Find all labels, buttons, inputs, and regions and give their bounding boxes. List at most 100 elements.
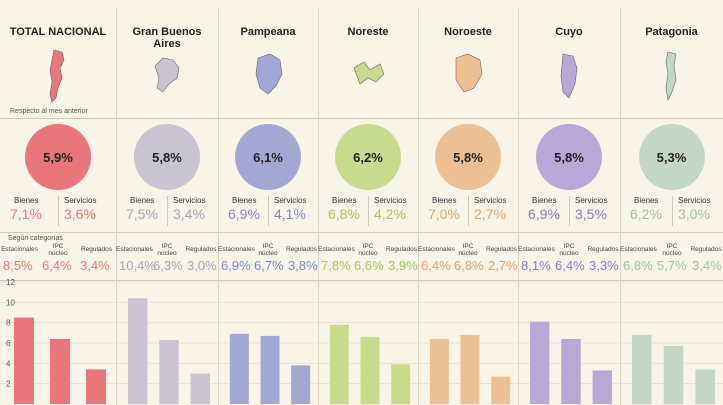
ipc-nucleo-label: IPC núcleo xyxy=(559,243,579,257)
region-name: Cuyo xyxy=(555,26,583,38)
bar-estacionales xyxy=(14,317,34,404)
ipc-nucleo-label: IPC núcleo xyxy=(157,243,177,257)
region-name: Gran Buenos Aires xyxy=(132,26,202,50)
bienes-value: 7,1% xyxy=(10,206,42,222)
monthly-change-circle: 5,3% xyxy=(638,124,705,190)
bienes-value: 6,2% xyxy=(630,206,662,222)
ipc-nucleo-value: 6,6% xyxy=(354,258,384,273)
y-tick-label: 12 xyxy=(6,278,15,287)
region-column: TOTAL NACIONAL 5,9% Bienes Servicios 7,1% 3,6… xyxy=(0,0,116,405)
monthly-change-circle: 6,1% xyxy=(235,124,301,190)
servicios-value: 4,2% xyxy=(374,206,406,222)
bar-regulados xyxy=(592,370,613,404)
ipc-nucleo-value: 6,4% xyxy=(555,258,585,273)
monthly-change-circle: 5,8% xyxy=(134,124,200,190)
bienes-servicios-divider xyxy=(468,196,469,226)
regulados-value: 2,7% xyxy=(488,258,518,273)
regulados-label: Regulados xyxy=(587,246,619,253)
regulados-label: Regulados xyxy=(285,246,318,253)
bienes-servicios-divider xyxy=(672,196,673,226)
bienes-value: 7,5% xyxy=(126,206,158,222)
servicios-value: 4,1% xyxy=(274,206,306,222)
estacionales-label: Estacionales xyxy=(620,246,657,253)
monthly-change-circle: 5,8% xyxy=(435,124,501,190)
estacionales-value: 8,1% xyxy=(521,258,551,273)
bar-ipc-nucleo xyxy=(663,346,684,404)
estacionales-value: 6,8% xyxy=(623,258,653,273)
ipc-nucleo-label: IPC núcleo xyxy=(358,243,378,257)
y-tick-label: 8 xyxy=(6,319,11,328)
bienes-label: Bienes xyxy=(14,196,39,205)
regulados-value: 3,0% xyxy=(187,258,217,273)
bar-ipc-nucleo xyxy=(460,334,480,404)
bar-regulados xyxy=(491,376,511,404)
bar-ipc-nucleo xyxy=(561,338,581,404)
ipc-nucleo-label: IPC núcleo xyxy=(458,243,478,257)
servicios-value: 2,7% xyxy=(474,206,506,222)
regulados-value: 3,3% xyxy=(589,258,619,273)
monthly-change-circle: 5,9% xyxy=(25,124,91,190)
bienes-label: Bienes xyxy=(532,196,557,205)
y-tick-label: 4 xyxy=(6,359,11,368)
monthly-change-circle: 5,8% xyxy=(536,124,602,190)
bar-estacionales xyxy=(127,298,148,404)
region-map-icon xyxy=(560,53,578,99)
region-map-icon xyxy=(49,49,65,103)
bar-regulados xyxy=(695,369,715,404)
estacionales-label: Estacionales xyxy=(418,246,455,253)
bar-regulados xyxy=(291,365,311,404)
ipc-nucleo-value: 6,7% xyxy=(254,258,284,273)
estacionales-value: 6,4% xyxy=(421,258,451,273)
ipc-nucleo-value: 5,7% xyxy=(657,258,687,273)
bar-ipc-nucleo xyxy=(360,336,380,404)
section-divider xyxy=(0,232,723,233)
region-map-icon xyxy=(455,53,483,93)
servicios-label: Servicios xyxy=(374,196,407,205)
bienes-label: Bienes xyxy=(432,196,457,205)
section-divider xyxy=(0,118,723,119)
respecto-label: Respecto al mes anterior xyxy=(10,108,88,115)
region-map-icon xyxy=(255,53,283,95)
region-column: Noroeste 5,8% Bienes Servicios 7,0% 2,7% Estac… xyxy=(418,0,518,405)
region-map-icon xyxy=(154,57,180,93)
regulados-label: Regulados xyxy=(185,246,217,253)
ipc-nucleo-value: 6,8% xyxy=(454,258,484,273)
bienes-value: 6,9% xyxy=(228,206,260,222)
region-column: Patagonia 5,3% Bienes Servicios 6,2% 3,0% Esta… xyxy=(620,0,723,405)
estacionales-value: 10,4% xyxy=(119,258,156,273)
segun-categorias-label: Según categorías xyxy=(8,235,63,242)
estacionales-label: Estacionales xyxy=(318,246,355,253)
servicios-label: Servicios xyxy=(474,196,507,205)
estacionales-label: Estacionales xyxy=(1,246,38,253)
servicios-value: 3,0% xyxy=(678,206,710,222)
servicios-label: Servicios xyxy=(64,196,97,205)
column-divider xyxy=(218,8,219,405)
column-divider xyxy=(318,8,319,405)
bienes-servicios-divider xyxy=(268,196,269,226)
region-map-icon xyxy=(665,51,676,101)
bar-estacionales xyxy=(529,321,550,404)
region-name: Patagonia xyxy=(645,26,698,38)
estacionales-value: 6,9% xyxy=(221,258,251,273)
y-tick-label: 6 xyxy=(6,339,11,348)
servicios-value: 3,6% xyxy=(64,206,96,222)
bienes-label: Bienes xyxy=(130,196,155,205)
regulados-label: Regulados xyxy=(80,246,113,253)
region-column: Cuyo 5,8% Bienes Servicios 6,9% 3,5% Estaciona… xyxy=(518,0,620,405)
regulados-label: Regulados xyxy=(385,246,418,253)
region-name: Pampeana xyxy=(240,26,296,38)
region-name: Noroeste xyxy=(444,26,492,38)
bienes-label: Bienes xyxy=(232,196,257,205)
regulados-value: 3,8% xyxy=(288,258,318,273)
regulados-label: Regulados xyxy=(485,246,518,253)
servicios-label: Servicios xyxy=(173,196,206,205)
section-divider xyxy=(0,280,723,281)
estacionales-label: Estacionales xyxy=(116,246,153,253)
y-tick-label: 2 xyxy=(6,380,11,389)
ipc-nucleo-label: IPC núcleo xyxy=(662,243,682,257)
bar-estacionales xyxy=(329,324,349,404)
servicios-label: Servicios xyxy=(274,196,307,205)
y-tick-label: 10 xyxy=(6,298,15,307)
